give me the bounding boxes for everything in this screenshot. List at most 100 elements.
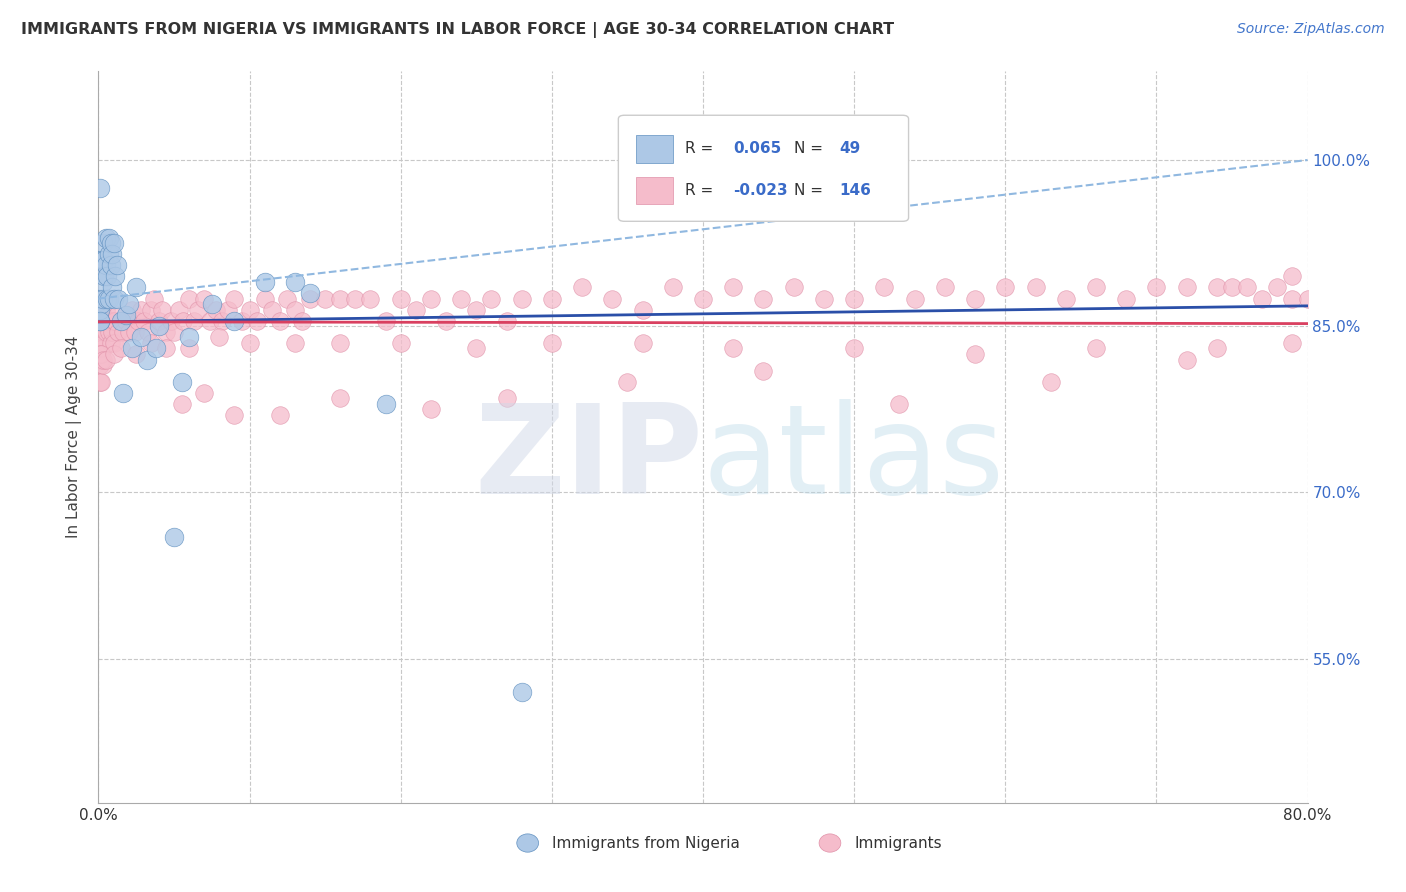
Point: [374, 397, 396, 411]
Point: [904, 292, 927, 306]
Point: [284, 335, 307, 350]
Point: [110, 314, 132, 328]
Point: [1175, 352, 1198, 367]
Text: Immigrants from Nigeria: Immigrants from Nigeria: [551, 836, 740, 851]
Point: [105, 308, 128, 322]
Point: [495, 392, 517, 406]
Point: [217, 302, 239, 317]
Point: [389, 335, 412, 350]
Point: [1281, 269, 1303, 284]
Point: [101, 247, 124, 261]
Point: [155, 325, 177, 339]
Text: Source: ZipAtlas.com: Source: ZipAtlas.com: [1237, 22, 1385, 37]
Point: [93, 335, 115, 350]
Point: [91, 292, 114, 306]
Point: [170, 397, 193, 411]
Point: [143, 292, 166, 306]
Point: [193, 292, 215, 306]
Point: [844, 342, 866, 356]
Point: [101, 280, 124, 294]
Point: [91, 358, 114, 372]
Point: [179, 330, 201, 344]
Text: IMMIGRANTS FROM NIGERIA VS IMMIGRANTS IN LABOR FORCE | AGE 30-34 CORRELATION CHA: IMMIGRANTS FROM NIGERIA VS IMMIGRANTS IN…: [21, 22, 894, 38]
Point: [1024, 280, 1046, 294]
Point: [1220, 280, 1243, 294]
Point: [163, 530, 186, 544]
Point: [965, 292, 987, 306]
Point: [994, 280, 1017, 294]
Point: [91, 325, 114, 339]
Point: [89, 314, 111, 328]
Point: [208, 330, 231, 344]
Bar: [637, 177, 672, 204]
Point: [1281, 335, 1303, 350]
Text: N =: N =: [793, 183, 828, 198]
Point: [246, 314, 269, 328]
Point: [253, 275, 276, 289]
Point: [571, 280, 593, 294]
Point: [405, 302, 427, 317]
Point: [329, 292, 352, 306]
Point: [374, 314, 396, 328]
Point: [1175, 280, 1198, 294]
Point: [129, 330, 152, 344]
Text: 0.065: 0.065: [734, 142, 782, 156]
Point: [434, 314, 457, 328]
Point: [145, 342, 167, 356]
Point: [179, 292, 201, 306]
Point: [89, 319, 111, 334]
Point: [187, 302, 209, 317]
Point: [89, 347, 111, 361]
Point: [170, 375, 193, 389]
Point: [90, 375, 112, 389]
Text: R =: R =: [685, 183, 718, 198]
Text: -0.023: -0.023: [734, 183, 787, 198]
Point: [465, 342, 488, 356]
Point: [124, 325, 146, 339]
Point: [89, 302, 111, 317]
Point: [100, 258, 122, 272]
FancyBboxPatch shape: [619, 115, 908, 221]
Point: [89, 358, 111, 372]
Point: [118, 325, 141, 339]
Point: [98, 292, 121, 306]
Point: [91, 352, 114, 367]
Text: ZIP: ZIP: [474, 399, 703, 519]
Point: [93, 252, 115, 267]
Point: [211, 314, 233, 328]
Point: [107, 325, 129, 339]
Point: [114, 308, 136, 322]
Point: [100, 335, 122, 350]
Point: [1115, 292, 1137, 306]
Point: [783, 280, 806, 294]
Point: [481, 292, 503, 306]
Point: [125, 347, 148, 361]
Point: [344, 292, 367, 306]
Point: [127, 314, 149, 328]
Point: [1085, 280, 1108, 294]
Point: [616, 375, 638, 389]
Point: [89, 292, 111, 306]
Point: [299, 285, 322, 300]
Point: [205, 302, 228, 317]
Point: [98, 247, 121, 261]
Point: [1281, 292, 1303, 306]
Point: [314, 292, 336, 306]
Point: [150, 302, 173, 317]
Point: [224, 314, 246, 328]
Point: [420, 292, 443, 306]
Point: [94, 325, 117, 339]
Point: [723, 280, 745, 294]
Point: [269, 408, 291, 422]
Point: [94, 258, 117, 272]
Point: [276, 292, 298, 306]
Text: 49: 49: [839, 142, 860, 156]
Point: [148, 314, 170, 328]
Point: [1039, 375, 1062, 389]
Point: [329, 335, 352, 350]
Point: [114, 314, 136, 328]
Text: R =: R =: [685, 142, 718, 156]
Point: [262, 302, 284, 317]
Point: [103, 292, 125, 306]
Point: [752, 363, 775, 377]
